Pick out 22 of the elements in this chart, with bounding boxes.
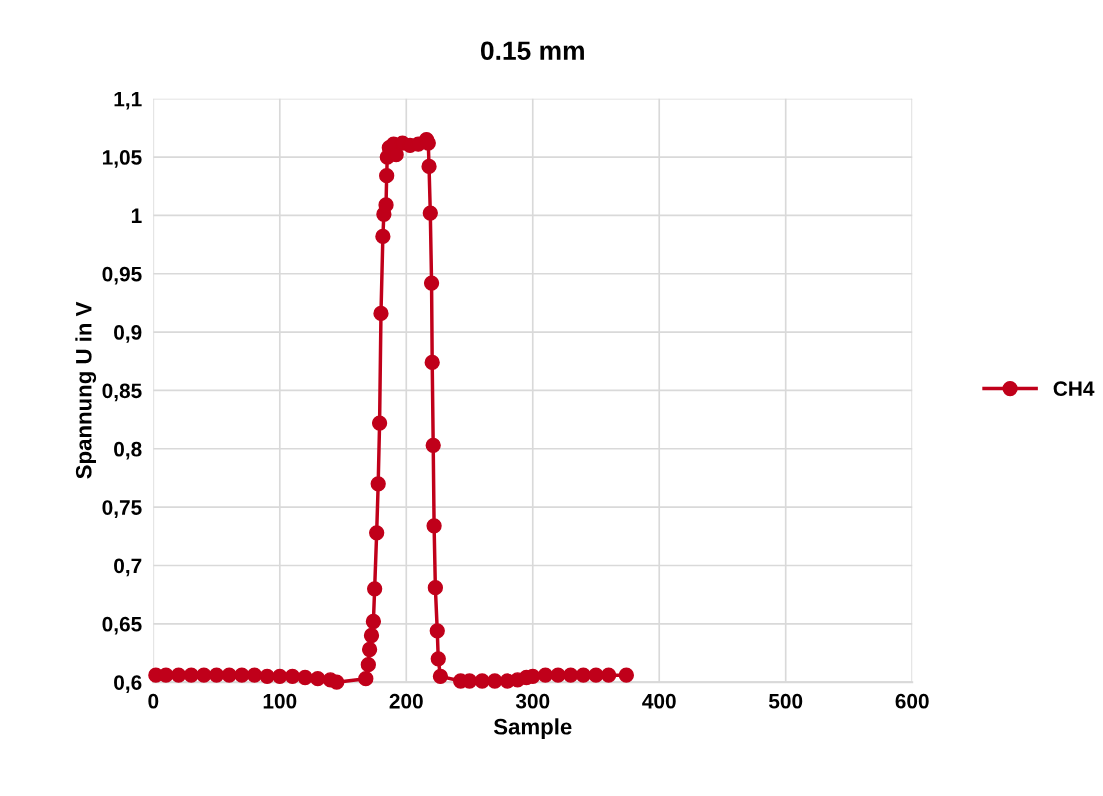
y-tick-label: 0,8 [114, 441, 142, 460]
y-tick-label: 0,7 [114, 558, 142, 577]
y-tick-label: 0,75 [102, 500, 142, 518]
x-tick-label: 300 [515, 693, 550, 709]
chart-title: 0.15 mm [480, 41, 584, 61]
x-axis-title: Sample [493, 718, 572, 739]
x-tick-label: 100 [263, 693, 297, 709]
y-tick-label: 1,05 [102, 150, 142, 168]
x-tick-label: 500 [768, 693, 803, 709]
x-tick-label: 0 [148, 693, 159, 709]
x-tick-label: 600 [895, 693, 929, 709]
y-tick-label: 0,85 [102, 383, 142, 402]
y-tick-label: 1 [131, 208, 142, 223]
x-tick-label: 200 [389, 693, 423, 709]
y-tick-label: 1,1 [114, 91, 142, 110]
x-tick-label: 400 [642, 693, 676, 709]
y-tick-label: 0,6 [114, 675, 142, 693]
legend-label: CH4 [1053, 381, 1095, 397]
y-axis-title: Spannung U in V [75, 301, 97, 479]
y-tick-label: 0,95 [102, 266, 142, 285]
y-tick-label: 0,65 [102, 616, 142, 635]
y-tick-label: 0,9 [114, 325, 142, 343]
